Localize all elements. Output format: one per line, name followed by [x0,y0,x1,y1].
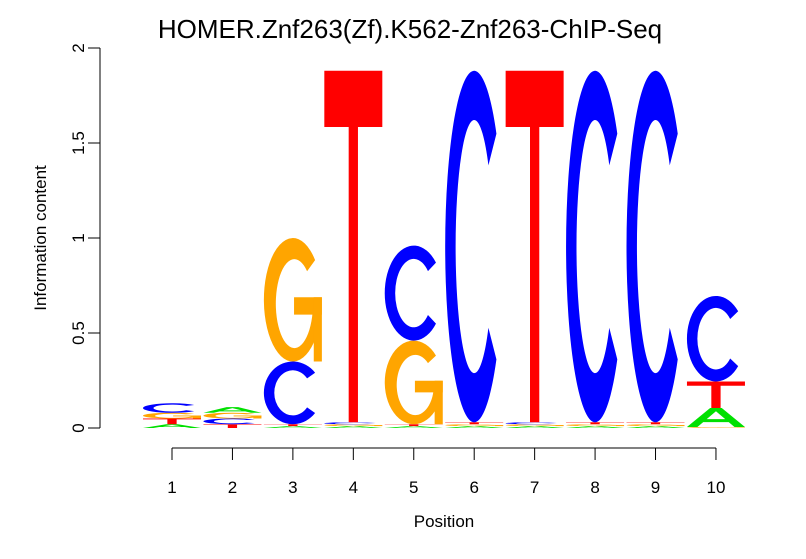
letter-T-pos-2 [203,424,262,428]
x-tick-label: 4 [349,478,358,497]
letter-G-pos-4 [324,424,383,427]
letter-G-pos-10 [686,427,745,429]
letter-A-pos-4 [324,426,383,428]
x-tick-label: 1 [167,478,176,497]
letter-C-pos-1 [142,403,195,413]
letter-T-pos-1 [143,418,201,425]
letter-C-pos-5 [384,245,436,341]
letter-A-pos-2 [203,407,262,413]
letter-A-pos-1 [143,424,201,428]
letter-C-pos-6 [445,70,497,423]
x-axis-label: Position [414,512,474,531]
x-tick-label: 5 [409,478,418,497]
letter-C-pos-9 [626,70,678,423]
x-tick-label: 10 [706,478,725,497]
y-tick-label: 1 [69,233,88,242]
x-tick-label: 2 [228,478,237,497]
letter-G-pos-7 [505,424,564,427]
letter-C-pos-2 [203,418,255,425]
letter-T-pos-8 [566,422,625,425]
x-tick-label: 8 [590,478,599,497]
x-tick-label: 3 [288,478,297,497]
letter-C-pos-10 [686,295,739,382]
x-tick-label: 7 [530,478,539,497]
letter-A-pos-3 [263,426,322,428]
chart-title: HOMER.Znf263(Zf).K562-Znf263-ChIP-Seq [158,14,662,44]
letter-A-pos-5 [384,426,443,428]
y-tick-label: 2 [69,43,88,52]
y-axis-label: Information content [31,165,50,311]
letter-T-pos-7 [505,70,564,423]
letter-G-pos-1 [143,412,201,419]
letter-A-pos-10 [686,408,745,428]
letter-G-pos-5 [384,340,443,425]
letter-G-pos-2 [203,412,262,419]
y-tick-label: 0.5 [69,321,88,345]
x-tick-label: 9 [651,478,660,497]
letter-A-pos-9 [626,426,685,428]
letter-C-pos-8 [566,70,618,423]
x-tick-label: 6 [469,478,478,497]
letter-T-pos-6 [445,422,504,425]
letter-T-pos-3 [263,424,322,427]
letter-A-pos-8 [566,426,625,428]
letter-G-pos-9 [626,424,685,427]
letter-T-pos-4 [324,70,383,423]
y-tick-label: 1.5 [69,131,88,155]
letter-T-pos-5 [384,424,443,427]
letter-C-pos-4 [324,422,376,425]
letter-T-pos-10 [686,381,745,409]
letter-C-pos-7 [505,422,557,425]
letter-T-pos-9 [626,422,685,425]
letter-G-pos-6 [445,424,504,427]
letter-A-pos-6 [445,426,504,428]
letter-G-pos-3 [263,238,322,362]
y-tick-label: 0 [69,423,88,432]
letter-C-pos-3 [263,361,316,425]
letter-A-pos-7 [505,426,564,428]
letter-G-pos-8 [566,424,625,427]
